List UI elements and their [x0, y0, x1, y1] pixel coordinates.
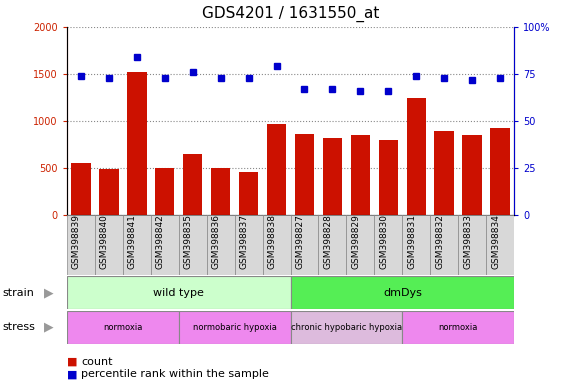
Text: GSM398839: GSM398839 — [72, 214, 81, 269]
Bar — [179, 311, 290, 344]
Text: GSM398830: GSM398830 — [379, 214, 388, 269]
Bar — [263, 215, 290, 275]
Bar — [211, 168, 231, 215]
Bar — [99, 169, 119, 215]
Bar — [267, 124, 286, 215]
Bar — [67, 276, 290, 309]
Text: GDS4201 / 1631550_at: GDS4201 / 1631550_at — [202, 6, 379, 22]
Bar — [490, 127, 510, 215]
Bar — [71, 163, 91, 215]
Bar — [379, 140, 398, 215]
Bar — [374, 215, 403, 275]
Bar — [127, 72, 146, 215]
Text: ■: ■ — [67, 357, 77, 367]
Text: GSM398835: GSM398835 — [184, 214, 193, 269]
Bar — [67, 215, 95, 275]
Bar — [346, 215, 374, 275]
Text: GSM398832: GSM398832 — [435, 214, 444, 269]
Text: normoxia: normoxia — [103, 323, 142, 332]
Text: GSM398831: GSM398831 — [407, 214, 417, 269]
Text: ▶: ▶ — [44, 286, 53, 299]
Text: GSM398838: GSM398838 — [267, 214, 277, 269]
Bar — [239, 172, 259, 215]
Bar — [322, 138, 342, 215]
Text: GSM398837: GSM398837 — [239, 214, 249, 269]
Bar — [462, 135, 482, 215]
Text: GSM398834: GSM398834 — [491, 214, 500, 269]
Text: GSM398840: GSM398840 — [100, 214, 109, 269]
Bar — [123, 215, 150, 275]
Text: normobaric hypoxia: normobaric hypoxia — [193, 323, 277, 332]
Bar — [290, 311, 403, 344]
Text: GSM398842: GSM398842 — [156, 214, 164, 269]
Bar — [67, 311, 179, 344]
Bar — [407, 98, 426, 215]
Text: GSM398828: GSM398828 — [324, 214, 332, 269]
Text: GSM398827: GSM398827 — [296, 214, 304, 269]
Text: chronic hypobaric hypoxia: chronic hypobaric hypoxia — [291, 323, 402, 332]
Bar — [458, 215, 486, 275]
Bar — [95, 215, 123, 275]
Text: wild type: wild type — [153, 288, 204, 298]
Bar — [350, 135, 370, 215]
Bar — [295, 134, 314, 215]
Bar — [431, 215, 458, 275]
Text: ▶: ▶ — [44, 321, 53, 334]
Text: GSM398829: GSM398829 — [352, 214, 360, 269]
Bar — [486, 215, 514, 275]
Text: strain: strain — [3, 288, 35, 298]
Bar — [183, 154, 202, 215]
Bar — [155, 168, 174, 215]
Bar — [290, 276, 514, 309]
Bar — [207, 215, 235, 275]
Text: ■: ■ — [67, 369, 77, 379]
Bar — [403, 311, 514, 344]
Bar — [435, 131, 454, 215]
Text: stress: stress — [3, 322, 36, 333]
Bar — [150, 215, 179, 275]
Text: dmDys: dmDys — [383, 288, 422, 298]
Bar — [403, 215, 431, 275]
Bar — [290, 215, 318, 275]
Bar — [179, 215, 207, 275]
Text: normoxia: normoxia — [439, 323, 478, 332]
Text: GSM398836: GSM398836 — [211, 214, 221, 269]
Text: GSM398841: GSM398841 — [128, 214, 137, 269]
Bar — [318, 215, 346, 275]
Text: percentile rank within the sample: percentile rank within the sample — [81, 369, 269, 379]
Text: count: count — [81, 357, 113, 367]
Text: GSM398833: GSM398833 — [463, 214, 472, 269]
Bar — [235, 215, 263, 275]
